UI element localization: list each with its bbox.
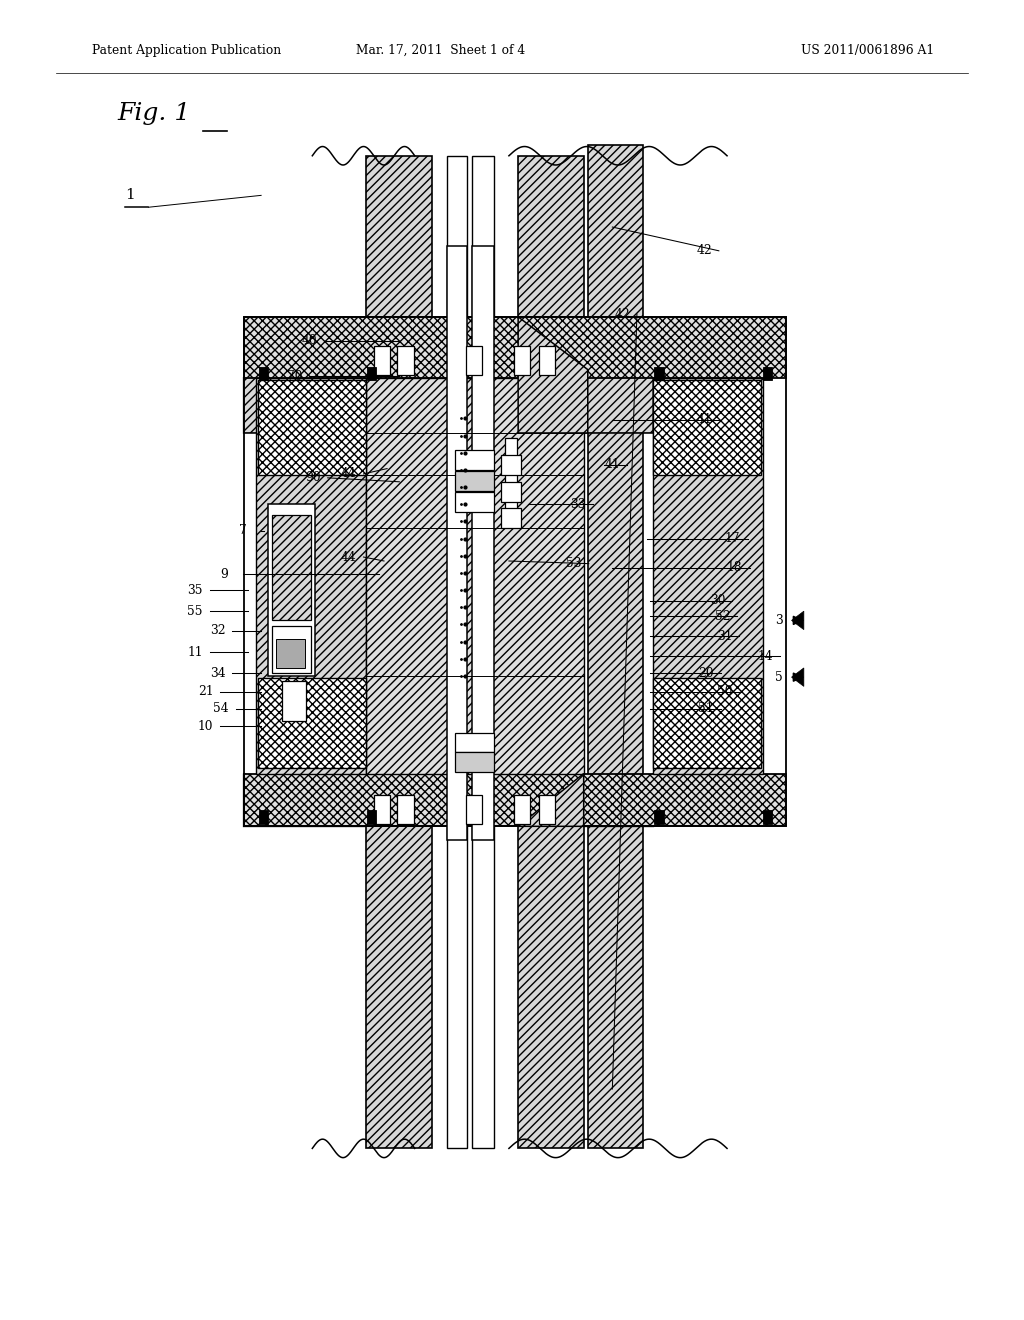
Text: 10: 10: [198, 719, 213, 733]
Text: 90: 90: [305, 471, 321, 484]
Bar: [367, 810, 376, 824]
Bar: [366, 826, 432, 1148]
Bar: [258, 678, 366, 768]
Polygon shape: [518, 317, 588, 433]
Text: 35: 35: [187, 583, 203, 597]
Bar: [763, 810, 772, 824]
Text: 33: 33: [570, 498, 586, 511]
Text: 34: 34: [210, 667, 225, 680]
Bar: [466, 795, 482, 824]
Text: 1: 1: [125, 189, 135, 202]
Text: 5: 5: [775, 671, 783, 684]
Bar: [653, 678, 761, 768]
Text: 32: 32: [210, 624, 225, 638]
Bar: [259, 367, 268, 380]
Text: 18: 18: [727, 561, 742, 574]
Bar: [268, 504, 315, 676]
Polygon shape: [792, 668, 804, 686]
Bar: [397, 346, 414, 375]
Bar: [653, 378, 763, 774]
Text: 53: 53: [566, 557, 582, 570]
Bar: [272, 626, 311, 673]
Text: 20: 20: [698, 667, 714, 680]
Text: 55: 55: [187, 605, 203, 618]
Text: US 2011/0061896 A1: US 2011/0061896 A1: [801, 44, 934, 57]
Bar: [367, 367, 376, 380]
Bar: [588, 145, 643, 1148]
Bar: [244, 317, 786, 826]
Text: Patent Application Publication: Patent Application Publication: [92, 44, 282, 57]
Text: 42: 42: [696, 244, 712, 257]
Bar: [455, 733, 494, 752]
Text: 11: 11: [187, 645, 203, 659]
Bar: [244, 774, 786, 826]
Bar: [501, 455, 521, 475]
Bar: [282, 681, 306, 721]
Bar: [447, 156, 467, 317]
Text: 42: 42: [614, 308, 630, 321]
Bar: [447, 826, 467, 1148]
Bar: [366, 156, 432, 317]
Text: 14: 14: [758, 649, 773, 663]
Text: 51: 51: [698, 702, 714, 715]
Text: 54: 54: [213, 702, 228, 715]
Polygon shape: [584, 774, 653, 826]
Bar: [374, 346, 390, 375]
Text: 7: 7: [239, 524, 247, 537]
Text: 40: 40: [302, 334, 317, 347]
Text: Fig. 1: Fig. 1: [118, 102, 191, 124]
Bar: [276, 639, 305, 668]
Bar: [272, 515, 311, 620]
Text: 3: 3: [775, 614, 783, 627]
Text: 9: 9: [220, 568, 228, 581]
Polygon shape: [244, 774, 366, 826]
Bar: [455, 752, 494, 772]
Bar: [539, 795, 555, 824]
Polygon shape: [518, 774, 584, 826]
Bar: [653, 380, 761, 475]
Text: Mar. 17, 2011  Sheet 1 of 4: Mar. 17, 2011 Sheet 1 of 4: [355, 44, 525, 57]
Text: 21: 21: [198, 685, 213, 698]
Bar: [258, 380, 366, 475]
Bar: [501, 482, 521, 502]
Text: 41: 41: [604, 458, 620, 471]
Polygon shape: [584, 317, 653, 433]
Text: 41: 41: [696, 413, 712, 426]
Bar: [455, 450, 494, 470]
Text: 70: 70: [287, 370, 302, 383]
Bar: [472, 246, 494, 840]
Bar: [447, 246, 467, 840]
Bar: [397, 795, 414, 824]
Text: 31: 31: [717, 630, 732, 643]
Bar: [466, 346, 482, 375]
Bar: [501, 508, 521, 528]
Bar: [514, 346, 530, 375]
Bar: [256, 378, 366, 774]
Bar: [455, 492, 494, 512]
Bar: [472, 156, 494, 317]
Polygon shape: [792, 611, 804, 630]
Bar: [654, 810, 664, 824]
Polygon shape: [244, 317, 366, 433]
Text: 44: 44: [341, 550, 356, 564]
Bar: [518, 156, 584, 317]
Bar: [654, 367, 664, 380]
Text: 17: 17: [725, 532, 740, 545]
Text: 44: 44: [341, 467, 356, 480]
Bar: [472, 826, 494, 1148]
Bar: [259, 810, 268, 824]
Bar: [505, 438, 517, 517]
Bar: [455, 471, 494, 491]
Bar: [539, 346, 555, 375]
Bar: [763, 367, 772, 380]
Text: 50: 50: [717, 685, 732, 698]
Text: 52: 52: [715, 610, 730, 623]
Text: 30: 30: [710, 594, 725, 607]
Bar: [518, 826, 584, 1148]
Bar: [244, 317, 786, 378]
Bar: [366, 378, 584, 774]
Bar: [514, 795, 530, 824]
Bar: [374, 795, 390, 824]
